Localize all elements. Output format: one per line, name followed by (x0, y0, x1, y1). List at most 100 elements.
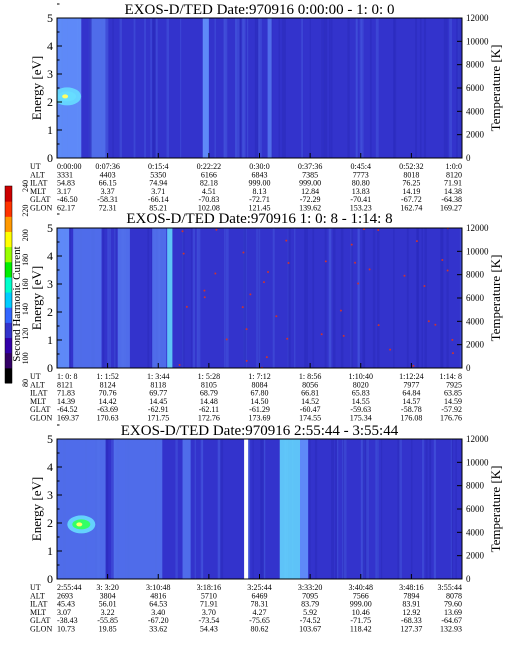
spectral-band (117, 228, 130, 368)
noise-dot (354, 261, 357, 264)
spectrogram-streak (321, 18, 323, 158)
orbit-table-cell: -58.78 (401, 405, 422, 414)
noise-dot (287, 261, 290, 264)
spectrogram-panel-1: EXOS-D/TED Date:970916 0:00:00 - 1: 0: 0… (29, 2, 503, 213)
spectrogram-streak (362, 439, 364, 579)
spectrogram-streak (359, 18, 362, 158)
orbit-table-cell: 121.45 (249, 204, 271, 213)
spectrogram-streak (455, 439, 457, 579)
orbit-table-cell: 4816 (150, 591, 166, 600)
orbit-table-cell: 1:10:40 (349, 372, 373, 381)
orbit-table-cell: 171.75 (147, 414, 169, 423)
noise-dot (242, 251, 245, 254)
spectrogram-streak (329, 18, 331, 158)
temperature-tick-label: 8000 (466, 270, 485, 280)
spectrogram-streak (201, 439, 204, 579)
spectrogram-streak (351, 228, 354, 368)
orbit-table-cell: 999.00 (249, 179, 271, 188)
temperature-tick-label: 12000 (466, 13, 489, 23)
spectrogram-streak (429, 439, 431, 579)
orbit-table-cell: -73.54 (199, 616, 220, 625)
colorbar-segment (5, 276, 12, 293)
orbit-table-cell: 85.21 (149, 204, 167, 213)
noise-dot (267, 271, 270, 274)
orbit-table-cell: 4403 (100, 170, 116, 179)
spectrogram-streak (254, 18, 256, 158)
orbit-table-cell: 5710 (201, 591, 217, 600)
energy-axis-label: Energy [eV] (29, 266, 44, 330)
spectrogram-streak (425, 439, 428, 579)
noise-dot (214, 272, 217, 275)
spectrogram-streak (102, 228, 105, 368)
orbit-table-cell: 3.40 (151, 608, 165, 617)
energy-axis-label: Energy [eV] (29, 56, 44, 120)
orbit-table-cell: 0:22:22 (197, 162, 221, 171)
spectrogram-streak (419, 18, 422, 158)
temperature-tick-label: 2000 (466, 340, 485, 350)
colorbar-segment (5, 367, 12, 384)
orbit-table-cell: 67.80 (251, 389, 269, 398)
temperature-tick-label: 0 (466, 574, 471, 584)
orbit-table-cell: 71.83 (57, 389, 75, 398)
orbit-table-cell: 70.76 (99, 389, 117, 398)
orbit-row-label: ILAT (30, 600, 47, 609)
orbit-table-cell: 63.85 (444, 389, 462, 398)
orbit-row-label: ALT (30, 591, 45, 600)
spectrogram-streak (225, 18, 228, 158)
spectrogram-streak (90, 18, 92, 158)
panel-title: EXOS-D/TED Date:970916 1: 0: 8 - 1:14: 8 (126, 211, 392, 227)
spectrogram-streak (258, 228, 261, 368)
orbit-table-cell: 176.08 (400, 414, 422, 423)
orbit-table-cell: 3804 (100, 591, 116, 600)
spectrogram-streak (236, 18, 240, 158)
spectrogram-streak (331, 18, 333, 158)
orbit-table-cell: 45.43 (57, 600, 75, 609)
orbit-table-cell: 3.37 (101, 187, 115, 196)
temperature-tick-label: 12000 (466, 223, 489, 233)
spectral-band (167, 228, 173, 368)
orbit-table-cell: 68.79 (200, 389, 218, 398)
colorbar-tick-label: 240 (21, 180, 30, 192)
temperature-tick-label: 12000 (466, 434, 489, 444)
orbit-table-cell: 82.18 (200, 179, 218, 188)
orbit-table-cell: 3:25:44 (247, 583, 271, 592)
spectrogram-streak (443, 18, 446, 158)
energy-tick-label: 2 (47, 516, 53, 530)
noise-dot (286, 337, 289, 340)
orbit-table-cell: 14.39 (57, 397, 75, 406)
orbit-table-cell: 8020 (353, 380, 369, 389)
spectrogram-streak (223, 18, 227, 158)
spectrogram-streak (255, 18, 258, 158)
noise-dot (225, 338, 228, 341)
noise-dot (357, 282, 360, 285)
temperature-tick-label: 4000 (466, 527, 485, 537)
orbit-table-cell: -55.85 (97, 616, 118, 625)
energy-tick-label: 1 (47, 333, 53, 347)
spectrogram-streak (259, 18, 262, 158)
orbit-table-cell: 33.62 (149, 625, 167, 634)
spectrogram-streak (108, 228, 111, 368)
energy-axis-label: Energy [eV] (29, 477, 44, 541)
noise-dot (451, 338, 454, 341)
orbit-table-cell: 999.00 (299, 179, 321, 188)
noise-dot (245, 359, 248, 362)
orbit-table-cell: 78.31 (251, 600, 269, 609)
orbit-table-cell: 10.73 (57, 625, 75, 634)
colorbar-segment (5, 216, 12, 232)
orbit-row-label: MLT (30, 187, 46, 196)
spectrogram-streak (115, 228, 117, 368)
noise-dot (451, 352, 454, 355)
temperature-tick-label: 10000 (466, 457, 489, 467)
energy-tick-label: 2 (47, 95, 53, 109)
spectrogram-streak (182, 228, 185, 368)
spectral-band (267, 18, 272, 158)
spectrogram-streak (225, 228, 229, 368)
orbit-table-cell: -46.50 (57, 195, 78, 204)
orbit-table-cell: 0:00:00 (57, 162, 81, 171)
orbit-table-cell: 14.52 (301, 397, 319, 406)
orbit-table-cell: 127.37 (400, 625, 422, 634)
temperature-tick-label: 0 (466, 153, 471, 163)
noise-dot (203, 289, 206, 292)
orbit-table-cell: -64.52 (57, 405, 78, 414)
orbit-table-cell: 14.55 (352, 397, 370, 406)
